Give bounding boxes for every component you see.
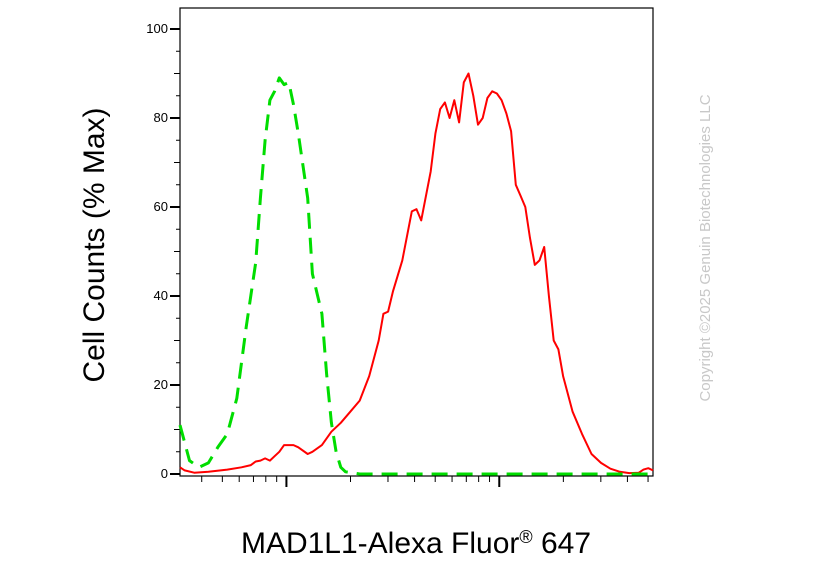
watermark: Copyright ©2025 Genuin Biotechnologies L… — [697, 94, 714, 401]
y-axis-title: Cell Counts (% Max) — [78, 107, 111, 382]
y-tick-label: 40 — [154, 288, 168, 303]
series-layer — [178, 72, 654, 476]
y-tick-label: 20 — [154, 377, 168, 392]
x-axis-title-suffix: 647 — [533, 527, 591, 560]
y-tick-label: 60 — [154, 199, 168, 214]
y-tick-label: 100 — [146, 21, 168, 36]
y-tick-label: 0 — [161, 466, 168, 481]
y-tick-label: 80 — [154, 110, 168, 125]
series-line-1 — [179, 72, 654, 475]
x-axis-title-superscript: ® — [519, 527, 532, 547]
plot-frame — [179, 7, 654, 477]
y-axis-ticks: 0 20 40 60 80 100 — [146, 21, 180, 481]
series-line-2 — [178, 76, 653, 476]
x-axis-title: MAD1L1-Alexa Fluor® 647 — [241, 527, 591, 560]
x-axis-title-main: MAD1L1-Alexa Fluor — [241, 527, 519, 560]
x-axis-ticks — [201, 476, 649, 487]
